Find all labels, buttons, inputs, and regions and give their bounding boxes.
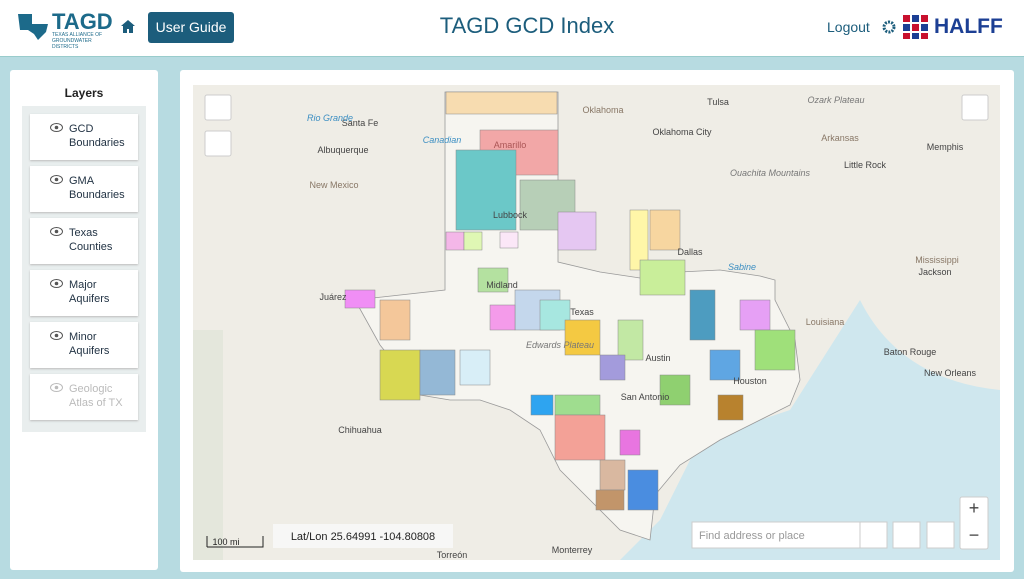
- layers-list: GCD Boundaries GMA Boundaries Texas Counti…: [22, 106, 146, 432]
- search-box[interactable]: [691, 521, 888, 549]
- partner-icon: [903, 15, 928, 39]
- eye-icon: [50, 383, 63, 392]
- map-label: Oklahoma: [582, 105, 623, 115]
- map-label: Ozark Plateau: [807, 95, 864, 105]
- map-label: Amarillo: [494, 140, 527, 150]
- layer-toggle[interactable]: Major Aquifers: [30, 270, 138, 316]
- map-label: Sabine: [728, 262, 756, 272]
- map-label: Canadian: [423, 135, 462, 145]
- layer-toggle[interactable]: Geologic Atlas of TX: [30, 374, 138, 420]
- layer-name: GCD Boundaries: [69, 123, 125, 149]
- terrain: [193, 330, 223, 560]
- page-title: TAGD GCD Index: [439, 13, 615, 38]
- map-label: Baton Rouge: [884, 347, 937, 357]
- map-label: Louisiana: [806, 317, 845, 327]
- eye-icon: [50, 227, 63, 236]
- print-button[interactable]: [204, 130, 232, 157]
- home-extent-button[interactable]: [926, 521, 955, 549]
- map-label: San Antonio: [621, 392, 670, 402]
- user-guide-button[interactable]: User Guide: [148, 12, 234, 43]
- map-label: Lubbock: [493, 210, 528, 220]
- header: TAGD TEXAS ALLIANCE OF GROUNDWATER DISTR…: [0, 0, 1024, 57]
- map-label: Houston: [733, 376, 767, 386]
- scale-bar: [206, 536, 264, 548]
- layer-name: Major Aquifers: [69, 279, 110, 305]
- layer-name: Geologic Atlas of TX: [69, 383, 123, 409]
- map-label: Dallas: [677, 247, 703, 257]
- map-label: Monterrey: [552, 545, 593, 555]
- map-label: Albuquerque: [317, 145, 368, 155]
- layer-name: Minor Aquifers: [69, 331, 110, 357]
- logo: TAGD: [52, 9, 113, 34]
- basemap-button[interactable]: [961, 94, 989, 121]
- locate-button[interactable]: [892, 521, 921, 549]
- layer-toggle[interactable]: GCD Boundaries: [30, 114, 138, 160]
- logo-subtitle: TEXAS ALLIANCE OF GROUNDWATER DISTRICTS: [52, 32, 103, 50]
- coordinates: Lat/Lon 25.64991 -104.80808: [291, 531, 435, 543]
- settings-icon[interactable]: [882, 20, 896, 34]
- map-label: Memphis: [927, 142, 964, 152]
- coordinates-box: [273, 524, 453, 548]
- map-label: Austin: [645, 353, 670, 363]
- eye-icon: [50, 331, 63, 340]
- layer-name: Texas Counties: [69, 227, 113, 253]
- home-icon[interactable]: [121, 20, 135, 33]
- search-button[interactable]: [859, 521, 888, 549]
- layer-name: GMA Boundaries: [69, 175, 125, 201]
- eye-icon: [50, 123, 63, 132]
- scale-label: 100 mi: [212, 537, 239, 547]
- layer-toggle[interactable]: GMA Boundaries: [30, 166, 138, 212]
- map-label: Santa Fe: [342, 118, 379, 128]
- layer-toggle[interactable]: Minor Aquifers: [30, 322, 138, 368]
- partner-logo: HALFF: [934, 15, 1003, 38]
- districts: [344, 91, 796, 511]
- eye-icon: [50, 175, 63, 184]
- map-label: Torreón: [437, 550, 468, 560]
- map-label: Midland: [486, 280, 518, 290]
- eye-icon: [50, 279, 63, 288]
- map-label: Ouachita Mountains: [730, 168, 811, 178]
- map-label: Jackson: [918, 267, 951, 277]
- zoom-control[interactable]: [959, 496, 989, 550]
- map-label: New Orleans: [924, 368, 977, 378]
- map-label: Oklahoma City: [652, 127, 712, 137]
- map-label: New Mexico: [309, 180, 358, 190]
- map-label: Rio Grande: [307, 113, 353, 123]
- zoom-in[interactable]: +: [969, 498, 980, 518]
- map-label: Texas: [570, 307, 594, 317]
- layer-toggle[interactable]: Texas Counties: [30, 218, 138, 264]
- list-button[interactable]: [204, 94, 232, 121]
- zoom-out[interactable]: −: [969, 525, 980, 545]
- map-label: Mississippi: [915, 255, 959, 265]
- map-label: Chihuahua: [338, 425, 382, 435]
- search-placeholder: Find address or place: [699, 530, 805, 542]
- logo-icon: [18, 14, 48, 40]
- map[interactable]: Santa Fe Albuquerque New Mexico Amarillo Lub…: [193, 85, 1000, 560]
- map-label: Little Rock: [844, 160, 887, 170]
- logout[interactable]: Logout: [827, 19, 870, 35]
- map-label: Edwards Plateau: [526, 340, 594, 350]
- map-label: Tulsa: [707, 97, 729, 107]
- map-label: Arkansas: [821, 133, 859, 143]
- layers-title: Layers: [64, 86, 104, 100]
- map-label: Juárez: [319, 292, 347, 302]
- gulf: [620, 300, 1000, 560]
